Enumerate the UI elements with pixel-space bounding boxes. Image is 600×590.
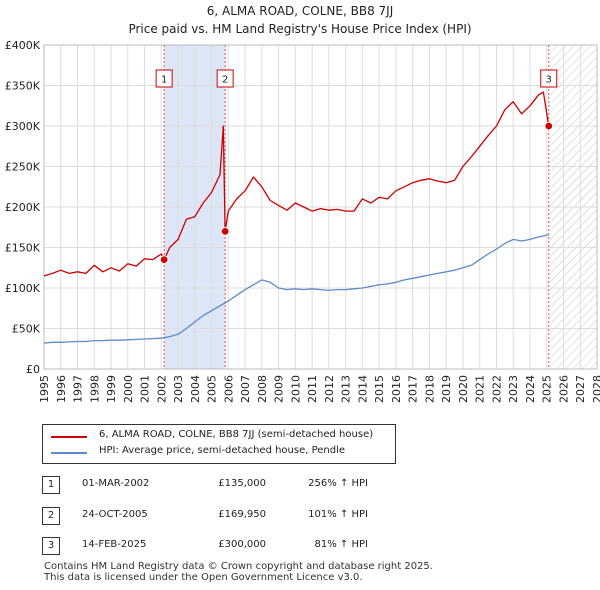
x-tick-label: 2008: [256, 375, 269, 403]
sale-label: 2: [222, 75, 228, 86]
transaction-date: 01-MAR-2002: [82, 478, 150, 489]
x-tick-label: 2026: [557, 375, 570, 403]
transaction-number: 2: [42, 507, 60, 525]
legend: 6, ALMA ROAD, COLNE, BB8 7JJ (semi-detac…: [42, 424, 396, 464]
price-chart: £0 £50K £100K £150K £200K £250K £300K £350K £400…: [5, 39, 600, 403]
x-tick-label: 2021: [474, 375, 487, 403]
transaction-date: 24-OCT-2005: [82, 509, 148, 520]
x-tick-label: 2011: [306, 375, 319, 403]
x-tick-label: 1997: [72, 375, 85, 403]
y-tick-label: £100K: [5, 282, 41, 295]
property-price-line: [43, 91, 550, 277]
y-tick-label: £250K: [5, 161, 41, 174]
transaction-price: £300,000: [218, 539, 266, 550]
x-tick-label: 2013: [340, 375, 353, 403]
sale-label: 1: [161, 75, 167, 86]
sale-label-box: [540, 69, 558, 88]
x-tick-label: 2002: [155, 375, 168, 403]
transaction-price: £135,000: [218, 478, 266, 489]
x-tick-label: 2015: [373, 375, 386, 403]
x-tick-label: 2004: [189, 375, 202, 403]
footer-license: This data is licensed under the Open Gov…: [44, 572, 363, 583]
chart-title: 6, ALMA ROAD, COLNE, BB8 7JJ: [206, 4, 394, 18]
y-tick-label: £200K: [5, 201, 41, 214]
x-tick-label: 2025: [541, 375, 554, 403]
x-tick-label: 2023: [507, 375, 520, 403]
legend-label-hpi: HPI: Average price, semi-detached house,…: [99, 445, 346, 456]
x-tick-label: 2028: [591, 375, 600, 403]
transaction-date: 14-FEB-2025: [82, 539, 147, 550]
x-tick-label: 2024: [524, 375, 537, 403]
x-tick-label: 2016: [390, 375, 403, 403]
legend-swatch-property: [51, 436, 87, 438]
x-tick-label: 2012: [323, 375, 336, 403]
sale-label-box: [155, 69, 173, 88]
x-tick-label: 1999: [105, 375, 118, 403]
footer: Contains HM Land Registry data © Crown c…: [44, 561, 433, 583]
x-tick-label: 2027: [574, 375, 587, 403]
x-tick-label: 2010: [289, 375, 302, 403]
sale-label: 3: [546, 75, 552, 86]
transaction-hpi-change: 81% ↑ HPI: [314, 539, 368, 550]
x-tick-label: 2009: [273, 375, 286, 403]
x-tick-label: 2000: [122, 375, 135, 403]
transaction-number: 3: [42, 537, 60, 555]
x-tick-label: 1998: [88, 375, 101, 403]
x-tick-label: 2001: [139, 375, 152, 403]
transaction-hpi-change: 101% ↑ HPI: [308, 509, 368, 520]
sale-label-box: [216, 69, 234, 88]
x-tick-label: 1996: [55, 375, 68, 403]
y-tick-label: £350K: [5, 80, 41, 93]
x-tick-label: 2014: [356, 375, 369, 403]
y-tick-label: £300K: [5, 120, 41, 133]
x-tick-label: 2018: [423, 375, 436, 403]
x-tick-label: 2006: [222, 375, 235, 403]
hpi-line: [43, 233, 549, 344]
x-tick-label: 2005: [206, 375, 219, 403]
x-tick-label: 2003: [172, 375, 185, 403]
legend-swatch-hpi: [51, 452, 87, 454]
sale-point: [544, 121, 553, 131]
transaction-hpi-change: 256% ↑ HPI: [308, 478, 368, 489]
plot-border: [43, 44, 598, 370]
transaction-number: 1: [42, 476, 60, 494]
x-tick-label: 2007: [239, 375, 252, 403]
x-tick-label: 2019: [440, 375, 453, 403]
transaction-price: £169,950: [218, 509, 266, 520]
x-tick-label: 1995: [38, 375, 51, 403]
footer-copyright: Contains HM Land Registry data © Crown c…: [44, 561, 433, 572]
x-tick-label: 2017: [407, 375, 420, 403]
x-tick-label: 2022: [490, 375, 503, 403]
sale-point: [220, 227, 230, 236]
y-tick-label: £50K: [12, 323, 41, 336]
y-tick-label: £0: [26, 363, 40, 376]
y-tick-label: £400K: [5, 39, 41, 52]
x-tick-label: 2020: [457, 375, 470, 403]
sale-point: [159, 255, 169, 264]
y-tick-label: £150K: [5, 242, 41, 255]
legend-label-property: 6, ALMA ROAD, COLNE, BB8 7JJ (semi-detac…: [99, 429, 374, 440]
chart-subtitle: Price paid vs. HM Land Registry's House …: [128, 22, 472, 36]
